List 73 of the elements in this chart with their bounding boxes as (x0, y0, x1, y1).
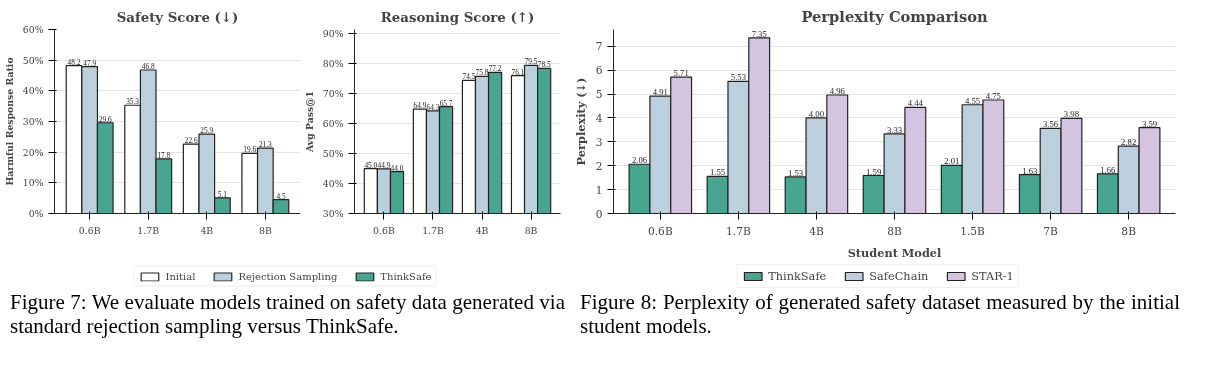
x-tick-label: 4B (475, 224, 489, 236)
data-label: 4.91 (652, 87, 668, 98)
data-label: 4.00 (808, 108, 825, 119)
data-label: 3.56 (1043, 119, 1059, 130)
data-label: 1.63 (1022, 165, 1038, 176)
data-label: 2.06 (631, 155, 648, 166)
data-label: 4.55 (964, 95, 981, 106)
x-tick-label: 1.7B (422, 224, 444, 236)
data-label: 4.75 (985, 90, 1001, 101)
x-tick-label: 8B (887, 224, 902, 238)
y-tick-label: 80% (322, 58, 344, 70)
caption: Figure 7: We evaluate models trained on safety data generated via standard rejection sampling versus ThinkSafe. (10, 290, 565, 338)
legend-label: Initial (165, 270, 196, 282)
y-tick-label: 90% (322, 28, 344, 40)
y-tick-label: 7 (595, 40, 603, 54)
x-tick-label: 0.6B (647, 224, 673, 238)
y-tick-label: 20% (22, 146, 44, 158)
data-label: 1.66 (1100, 164, 1117, 175)
y-tick-label: 50% (22, 54, 44, 66)
x-axis-title: Student Model (847, 245, 943, 260)
caption: Figure 8: Perplexity of generated safety dataset measured by the initial student models. (580, 290, 1180, 338)
x-tick-label: 8B (1121, 224, 1137, 238)
y-tick-label: 50% (322, 148, 344, 160)
data-label: 3.33 (886, 124, 903, 135)
legend-label: SafeChain (869, 269, 929, 283)
chart-title: Perplexity Comparison (801, 7, 988, 25)
data-label: 3.59 (1141, 118, 1158, 129)
data-label: 1.59 (866, 166, 882, 177)
y-tick-label: 70% (322, 88, 344, 100)
data-label: 5.53 (730, 72, 746, 83)
y-tick-label: 30% (22, 116, 44, 127)
y-tick-label: 60% (22, 24, 44, 35)
chart-title: Reasoning Score (↑) (380, 8, 535, 25)
data-label: 4.96 (829, 85, 846, 96)
x-tick-label: 7B (1043, 224, 1059, 238)
y-tick-label: 3 (595, 135, 603, 149)
legend-label: Rejection Sampling (238, 270, 338, 282)
x-tick-label: 8B (524, 224, 538, 236)
y-axis-title: Avg Pass@1 (303, 90, 315, 154)
legend-label: STAR-1 (971, 269, 1014, 283)
y-tick-label: 0% (28, 208, 44, 219)
legend-label: ThinkSafe (380, 270, 432, 282)
x-tick-label: 8B (258, 224, 272, 236)
y-tick-label: 2 (595, 159, 603, 173)
data-label: 2.01 (944, 156, 960, 167)
y-tick-label: 30% (322, 208, 344, 219)
y-tick-label: 40% (322, 178, 344, 190)
y-tick-label: 6 (595, 64, 603, 78)
y-tick-label: 5 (595, 88, 603, 102)
y-tick-label: 4 (595, 111, 603, 125)
x-tick-label: 0.6B (78, 224, 101, 236)
data-label: 1.53 (788, 167, 804, 178)
y-axis-title: Perplexity (↓) (573, 77, 588, 166)
data-label: 5.71 (673, 68, 689, 79)
y-axis-title: Harmful Response Ratio (3, 57, 15, 186)
y-tick-label: 60% (322, 118, 344, 130)
y-tick-label: 40% (22, 85, 44, 97)
x-tick-label: 4B (809, 224, 824, 238)
y-tick-label: 10% (22, 177, 44, 189)
y-tick-label: 0 (595, 207, 603, 221)
x-tick-label: 1.7B (137, 224, 160, 236)
x-tick-label: 0.6B (373, 224, 395, 236)
data-label: 4.44 (907, 98, 924, 109)
chart-title: Safety Score (↓) (116, 8, 239, 25)
legend-label: ThinkSafe (768, 269, 827, 283)
data-label: 3.98 (1063, 109, 1080, 120)
y-tick-label: 1 (595, 183, 603, 197)
x-tick-label: 1.5B (960, 224, 986, 238)
data-label: 7.35 (751, 28, 767, 39)
data-label: 2.82 (1121, 137, 1137, 148)
x-tick-label: 1.7B (726, 224, 751, 238)
x-tick-label: 4B (200, 224, 214, 236)
data-label: 1.55 (710, 167, 726, 178)
